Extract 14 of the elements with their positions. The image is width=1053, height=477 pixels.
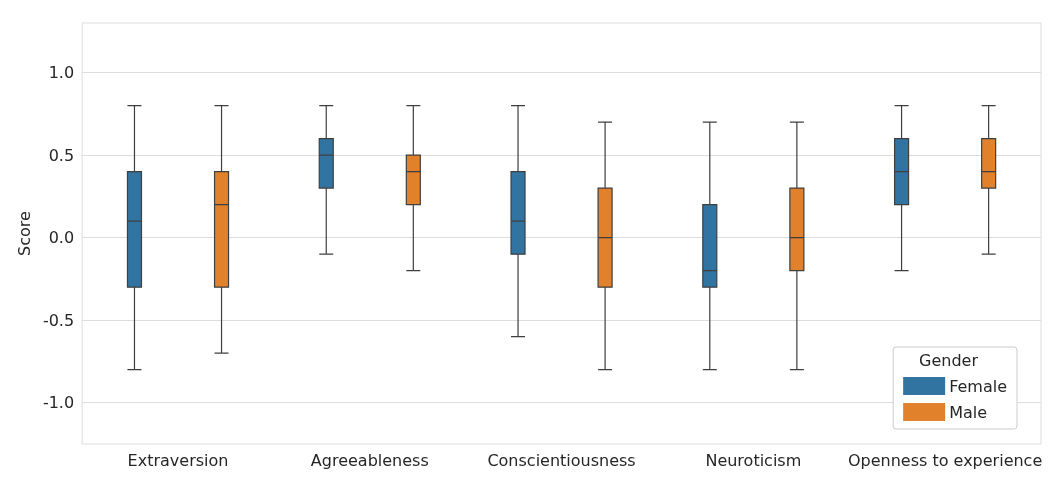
y-axis-title: Score	[14, 211, 34, 256]
legend-label: Male	[949, 402, 988, 422]
y-tick-label: -1.0	[42, 393, 75, 413]
y-tick-label: 0.0	[48, 228, 75, 248]
x-tick-label: Openness to experience	[847, 450, 1043, 470]
x-tick-label: Agreeableness	[310, 450, 429, 470]
x-tick-label: Conscientiousness	[487, 450, 636, 470]
legend-title: Gender	[919, 350, 979, 370]
y-tick-label: 0.5	[48, 145, 75, 165]
x-tick-label: Neuroticism	[705, 450, 802, 470]
legend-label: Female	[949, 376, 1008, 396]
x-tick-label: Extraversion	[127, 450, 229, 470]
y-tick-label: -0.5	[42, 310, 75, 330]
y-tick-label: 1.0	[48, 63, 75, 83]
